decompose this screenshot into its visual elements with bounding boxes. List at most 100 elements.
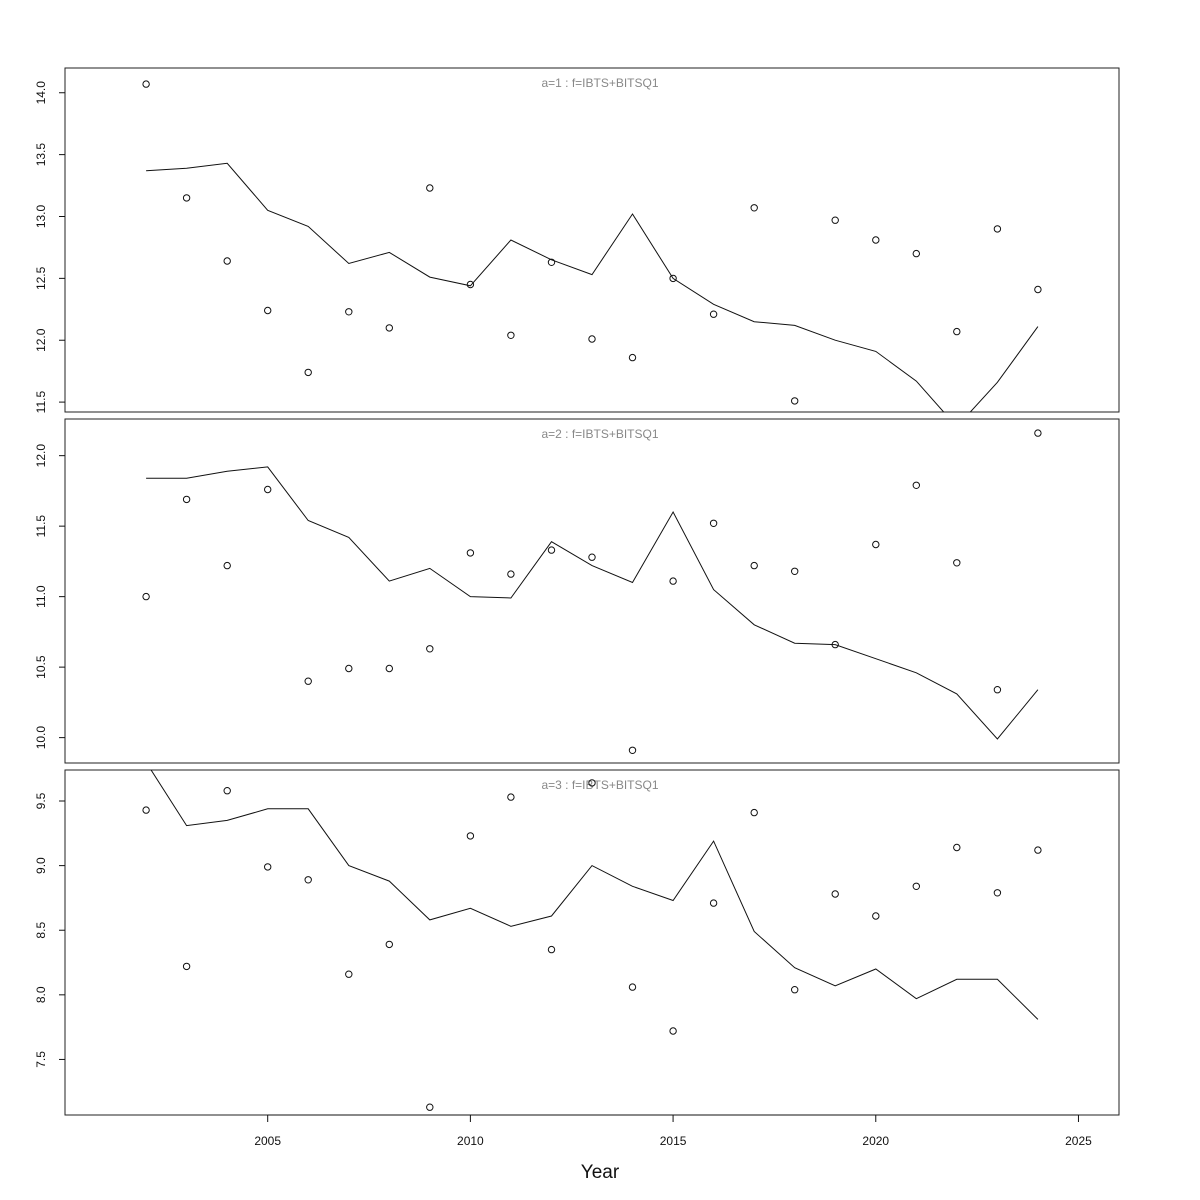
observed-point [872, 236, 880, 244]
observed-point [588, 779, 596, 787]
x-tick-label: 2015 [660, 1134, 687, 1148]
y-tick-label: 12.5 [34, 266, 48, 290]
observed-point [993, 225, 1002, 233]
observed-point [466, 280, 475, 289]
observed-point [791, 986, 799, 994]
fitted-series-line [146, 162, 1039, 412]
y-tick-label: 12.0 [34, 328, 48, 352]
observed-point [791, 397, 799, 405]
observed-point [1034, 285, 1042, 294]
y-tick-label: 11.5 [34, 391, 48, 414]
observed-point [345, 970, 353, 978]
observed-point [426, 645, 434, 653]
panel-frame [64, 769, 1120, 1116]
observed-point [264, 306, 272, 315]
observed-point [385, 940, 393, 949]
observed-point [466, 832, 475, 840]
panel-3: 7.5 8.0 8.5 9.0 9.5 a=3 : f=IBTS+BITSQ1 [34, 769, 1120, 1116]
x-tick-label: 2025 [1065, 1134, 1092, 1148]
observed-point [547, 258, 556, 266]
panel-title: a=1 : f=IBTS+BITSQ1 [541, 76, 658, 90]
observed-point [669, 1027, 677, 1035]
observed-point [628, 983, 637, 991]
observed-point [1034, 429, 1042, 437]
fitted-series-line [150, 770, 1039, 1020]
observed-point [912, 249, 920, 258]
observed-point [912, 882, 920, 890]
y-tick-label: 14.0 [34, 81, 48, 105]
y-tick-label: 12.0 [34, 444, 48, 468]
panel-title: a=2 : f=IBTS+BITSQ1 [541, 427, 658, 441]
observed-point [142, 592, 150, 601]
observed-point [223, 787, 231, 795]
observed-point [182, 194, 191, 202]
y-tick-label: 9.5 [34, 792, 48, 809]
observed-point [993, 686, 1002, 694]
fitted-series-line [146, 466, 1039, 740]
observed-point [669, 577, 677, 585]
x-tick-label: 2005 [254, 1134, 281, 1148]
y-tick-label: 13.5 [34, 143, 48, 167]
panel-frame [64, 67, 1120, 413]
observed-point [182, 962, 191, 971]
observed-point [912, 481, 920, 489]
observed-point [304, 368, 312, 377]
observed-point [628, 746, 637, 754]
y-tick-label: 8.5 [34, 922, 48, 939]
y-tick-label: 8.0 [34, 986, 48, 1003]
observed-point [628, 353, 637, 362]
observed-point [669, 274, 677, 283]
panel-frame [64, 418, 1120, 764]
observed-point [953, 843, 961, 852]
observed-point [385, 324, 393, 332]
observed-point [709, 310, 718, 318]
observed-point [1034, 846, 1042, 854]
observed-point [385, 664, 393, 673]
observed-point [223, 257, 231, 265]
observed-point [831, 216, 839, 224]
y-tick-label: 13.0 [34, 204, 48, 228]
x-tick-label: 2010 [457, 1134, 484, 1148]
observed-point [831, 890, 839, 898]
observed-point [588, 335, 596, 343]
observed-point [791, 567, 799, 575]
observed-point [264, 863, 272, 871]
observed-point [750, 561, 758, 570]
observed-point [750, 808, 758, 817]
observed-point [993, 889, 1002, 897]
observed-point [507, 570, 515, 578]
observed-point [426, 1103, 434, 1111]
x-axis-label: Year [581, 1162, 620, 1183]
observed-point [507, 793, 515, 801]
y-tick-label: 11.5 [34, 515, 48, 538]
observed-point [304, 876, 312, 884]
observed-point [507, 331, 515, 339]
observed-point [182, 495, 191, 504]
observed-point [426, 184, 434, 192]
observed-point [345, 664, 353, 673]
observed-point [142, 806, 150, 814]
observed-point [872, 912, 880, 920]
observed-point [264, 485, 272, 494]
panel-2: 10.0 10.5 11.0 11.5 12.0 a=2 : f=IBTS+BITSQ1 [34, 418, 1120, 764]
observed-point [142, 80, 150, 88]
panel-1: 11.5 12.0 12.5 13.0 13.5 14.0 a=1 : f=IBTS+BIT… [34, 67, 1120, 414]
observed-point [547, 945, 556, 954]
y-tick-label: 10.5 [34, 655, 48, 679]
observed-point [223, 561, 231, 570]
observed-point [547, 546, 556, 554]
y-tick-label: 10.0 [34, 726, 48, 750]
observed-point [304, 677, 312, 685]
y-tick-label: 11.0 [34, 585, 48, 608]
y-tick-label: 9.0 [34, 857, 48, 874]
observed-point [831, 640, 839, 649]
observed-point [709, 519, 718, 527]
observed-point [953, 559, 961, 567]
panel-title: a=3 : f=IBTS+BITSQ1 [541, 778, 658, 792]
observed-point [750, 204, 758, 212]
observed-point [588, 553, 596, 561]
observed-point [466, 549, 475, 557]
observed-point [872, 540, 880, 549]
